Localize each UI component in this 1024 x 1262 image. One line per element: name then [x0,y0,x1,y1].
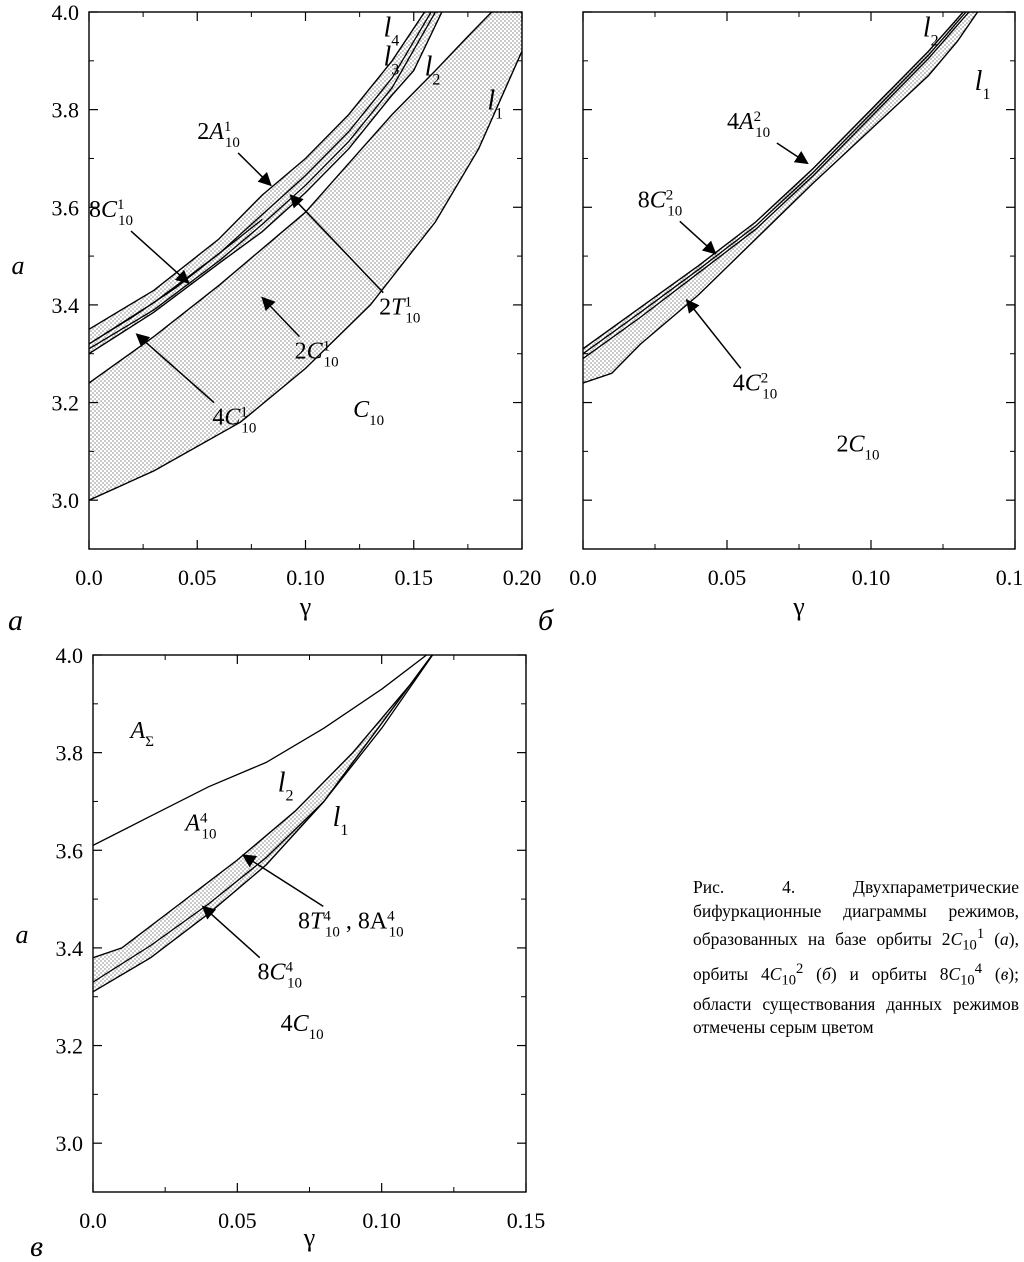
annotation-arrow [289,194,384,294]
figure-caption: Рис. 4. Двухпараметрические бифуркационн… [693,877,1019,1038]
y-tick-label: 3.4 [56,936,84,961]
annotation-label: 4A2 10 [727,109,770,141]
y-tick-label: 3.2 [56,1034,84,1059]
region-label: AΣ [129,718,154,750]
panel-letter: б [538,604,554,637]
x-axis-title: γ [303,1223,316,1252]
x-tick-label: 0.0 [75,565,103,590]
y-tick-label: 3.0 [52,488,80,513]
region-boundary-lower [93,655,434,993]
annotation-label: 4C2 10 [733,370,778,402]
region-boundary-upper [89,12,426,330]
y-tick-label: 3.2 [52,391,80,416]
panel-a: 0.0 0.05 0.10 0.15 0.20 3.0 3.2 3.4 3.6 3.8 4.0 γ a а… [8,0,541,637]
bifurcation-line [93,655,434,983]
x-axis-title: γ [792,592,805,621]
bifurcation-line [89,12,436,350]
y-tick-label: 3.4 [52,293,80,318]
curve-label: l1 [333,802,349,839]
x-tick-label: 0.10 [286,565,325,590]
region-boundary-upper [93,655,434,959]
shaded-region [89,12,522,501]
plot-area [89,12,522,501]
y-tick-label: 4.0 [56,643,84,668]
x-tick-label: 0.15 [395,565,434,590]
x-tick-label: 0.15 [996,565,1024,590]
bifurcation-line [89,218,263,345]
annotation-arrow [776,142,809,165]
bifurcation-line [93,655,428,846]
x-tick-label: 0.0 [79,1208,107,1233]
bifurcation-line [583,12,970,360]
x-tick-label: 0.0 [569,565,597,590]
panel-c: 0.0 0.05 0.10 0.15 3.0 3.2 3.4 3.6 3.8 4.0 γ a в l2 l1… [16,643,546,1262]
region-boundary-upper [583,12,964,350]
region-label: C10 [353,397,384,429]
x-tick-label: 0.10 [362,1208,401,1233]
annotation-label: 8C4 10 [258,960,303,992]
annotation-label: 8C2 10 [638,187,683,219]
y-axis-title: a [16,920,29,949]
region-label: 4C10 [281,1011,324,1043]
curve-label: l2 [278,768,294,805]
region-boundary-lower [583,12,979,384]
x-tick-label: 0.05 [178,565,217,590]
annotation-arrow [237,152,272,187]
annotation-arrow [135,333,215,404]
y-tick-label: 3.0 [56,1131,84,1156]
curve-label: l2 [923,12,939,49]
region-label: A4 10 [183,811,216,843]
shaded-region [89,12,442,354]
annotation-arrow [201,905,261,959]
panel-letter: в [30,1230,43,1262]
x-tick-label: 0.05 [218,1208,257,1233]
annotation-label: 8C1 10 [89,197,133,229]
panel-letter: а [8,604,23,637]
x-axis-title: γ [299,592,312,621]
region-boundary-lower [89,46,522,501]
x-tick-label: 0.10 [852,565,891,590]
annotation-label: 8T4 10 , 8A4 10 [298,908,404,940]
y-tick-label: 3.6 [56,838,84,863]
y-tick-label: 3.6 [52,195,80,220]
y-tick-label: 3.8 [52,98,80,123]
plot-area [583,12,979,384]
x-tick-label: 0.15 [507,1208,546,1233]
shaded-region [93,655,433,992]
annotation-label: 2T1 10 [379,295,420,327]
y-axis-title: a [12,251,25,280]
x-tick-label: 0.20 [503,565,542,590]
region-label: 2C10 [836,431,879,463]
plot-area [93,655,434,993]
annotation-arrow [241,854,324,908]
annotation-arrow [679,220,717,255]
y-tick-label: 3.8 [56,741,84,766]
curve-label: l1 [975,66,991,103]
y-tick-label: 4.0 [52,0,80,25]
region-boundary-lower [89,12,443,355]
x-tick-label: 0.05 [708,565,747,590]
region-boundary-upper [89,12,493,384]
annotation-arrow [130,230,190,284]
annotation-arrow [685,298,742,369]
plot-frame [582,11,1016,550]
annotation-label: 2A1 10 [197,119,240,151]
annotation-arrow [261,296,301,338]
bifurcation-line [583,12,967,355]
bifurcation-line [89,12,432,345]
